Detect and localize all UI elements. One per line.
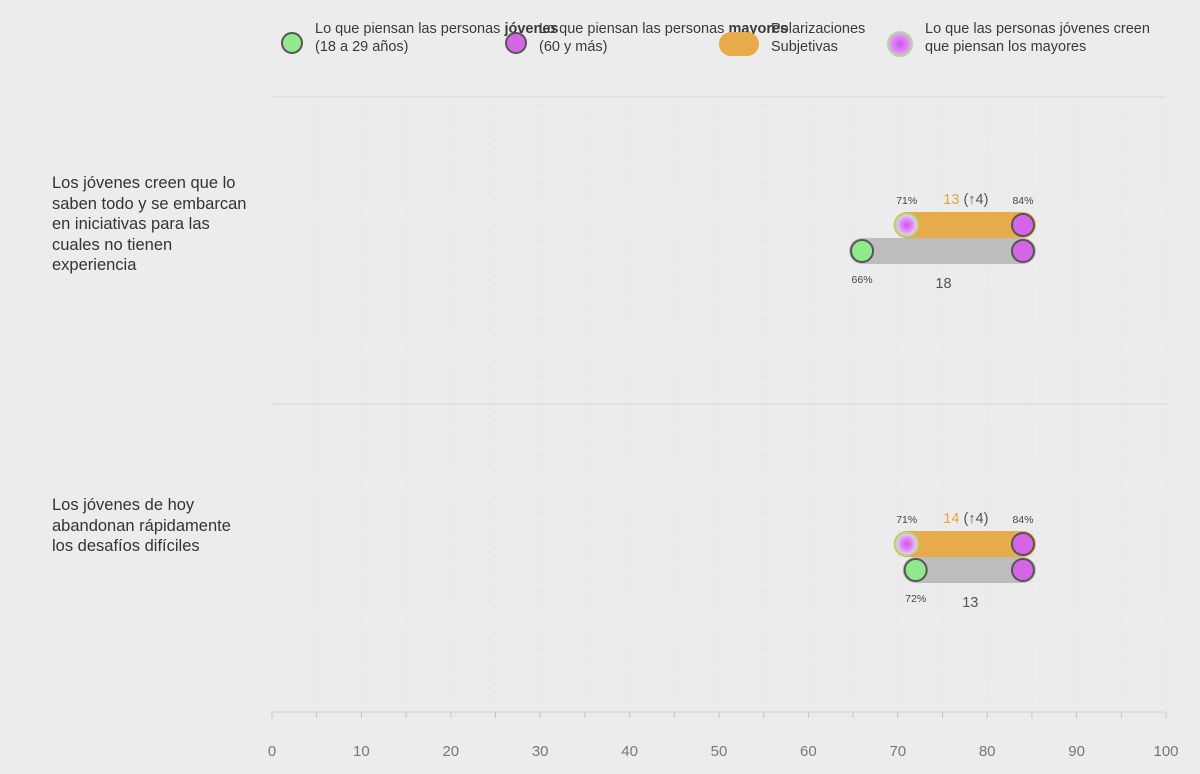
old-marker-top — [1010, 213, 1035, 237]
perceived-marker — [894, 532, 919, 556]
young-value-label: 66% — [852, 274, 873, 286]
old-marker-bottom — [1010, 558, 1035, 582]
legend-perceived-text: Lo que las personas jóvenes creen que pi… — [925, 21, 1150, 55]
polarization-label: 13 (↑4) — [943, 192, 988, 208]
x-tick-label: 20 — [442, 743, 459, 760]
gap-value-label: 13 — [962, 595, 978, 611]
polarization-value: 14 — [943, 511, 963, 527]
legend-old-post: (60 y más) — [539, 39, 608, 55]
polarization-change: (↑4) — [963, 511, 988, 527]
legend-old-pre: Lo que piensan las personas — [539, 21, 729, 37]
x-tick-label: 60 — [800, 743, 817, 760]
legend-young-text: Lo que piensan las personas jóvenes (18 … — [315, 20, 558, 56]
young-marker — [903, 558, 928, 582]
x-tick-label: 100 — [1153, 743, 1178, 760]
legend: Lo que piensan las personas jóvenes (18 … — [0, 0, 1200, 90]
perceived-value-label: 71% — [896, 514, 917, 526]
x-tick-label: 40 — [621, 743, 638, 760]
polarization-value: 13 — [943, 192, 963, 208]
old-marker-icon — [505, 32, 527, 54]
legend-polar-text: Polarizaciones Subjetivas — [771, 21, 866, 55]
legend-young-post: (18 a 29 años) — [315, 39, 409, 55]
x-tick-label: 0 — [268, 743, 276, 760]
row-label-1: Los jóvenes creen que lo saben todo y se… — [52, 174, 247, 274]
polarization-label: 14 (↑4) — [943, 511, 988, 527]
x-tick-label: 30 — [532, 743, 549, 760]
old-value-label: 84% — [1012, 195, 1033, 207]
perceived-marker-icon — [887, 31, 913, 57]
x-tick-label: 10 — [353, 743, 370, 760]
old-value-label: 84% — [1012, 514, 1033, 526]
polarization-pill-icon — [719, 32, 759, 56]
legend-item-perceived: Lo que las personas jóvenes creen que pi… — [887, 20, 1175, 57]
x-tick-label: 70 — [889, 743, 906, 760]
young-marker-icon — [281, 32, 303, 54]
polarization-change: (↑4) — [963, 192, 988, 208]
x-ticks: 0 10 20 30 40 50 60 70 80 90 100 — [268, 712, 1179, 760]
row-group-2: 71% 84% 72% 14 (↑4) 13 — [893, 511, 1036, 611]
young-marker — [850, 239, 875, 263]
young-value-label: 72% — [905, 593, 926, 605]
legend-item-polar: Polarizaciones Subjetivas — [719, 20, 891, 56]
row-group-1: 71% 84% 66% 13 (↑4) 18 — [849, 192, 1036, 292]
old-marker-top — [1010, 532, 1035, 556]
old-marker-bottom — [1010, 239, 1035, 263]
x-tick-label: 50 — [711, 743, 728, 760]
row-label-2: Los jóvenes de hoy abandonan rápidamente… — [52, 496, 231, 555]
x-tick-label: 90 — [1068, 743, 1085, 760]
perceived-value-label: 71% — [896, 195, 917, 207]
gap-value-label: 18 — [935, 276, 951, 292]
x-tick-label: 80 — [979, 743, 996, 760]
legend-young-pre: Lo que piensan las personas — [315, 21, 505, 37]
legend-item-young: Lo que piensan las personas jóvenes (18 … — [281, 20, 558, 56]
perceived-marker — [894, 213, 919, 237]
